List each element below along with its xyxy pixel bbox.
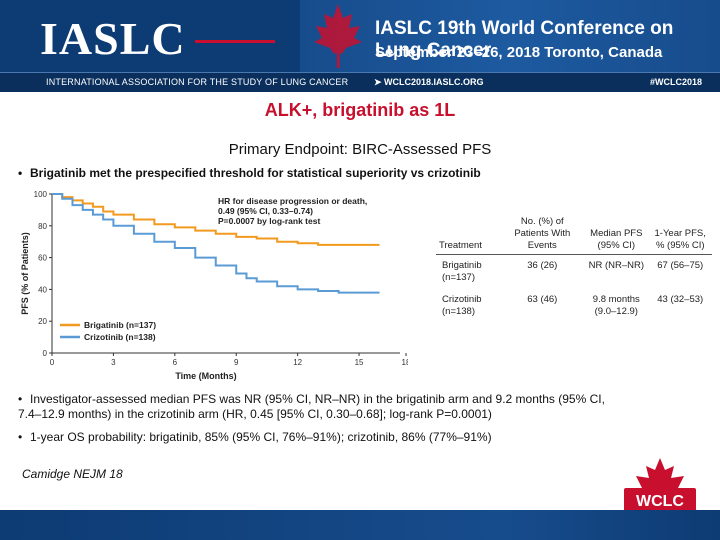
x-tick-label: 12 [293, 358, 302, 367]
pfs-table: Treatment No. (%) of Patients With Event… [436, 214, 712, 323]
maple-leaf-icon [314, 4, 362, 68]
table-row: Crizotinib (n=138) 63 (46) 9.8 months (9… [436, 289, 712, 323]
cell-treatment: Brigatinib (n=137) [442, 260, 482, 283]
y-axis-label: PFS (% of Patients) [20, 232, 30, 315]
legend-label: Brigatinib (n=137) [84, 320, 156, 330]
x-axis-label: Time (Months) [175, 371, 236, 381]
org-full-name: INTERNATIONAL ASSOCIATION FOR THE STUDY … [46, 77, 349, 87]
km-chart: 0 20 40 60 80 100 0 3 6 9 12 15 18 Time (Months) PFS (… [20, 190, 408, 381]
col-header-one-year: 1-Year PFS, % (95% CI) [648, 214, 712, 255]
cell-median: 9.8 months (9.0–12.9) [592, 294, 640, 317]
cell-one-year: 67 (56–75) [657, 260, 704, 271]
bullet-text: Investigator-assessed median PFS was NR … [18, 392, 605, 421]
y-tick-label: 80 [38, 222, 47, 231]
slide-subtitle: Primary Endpoint: BIRC-Assessed PFS [228, 141, 492, 158]
legend-label: Crizotinib (n=138) [84, 332, 156, 342]
y-tick-label: 60 [38, 254, 47, 263]
y-tick-label: 20 [38, 317, 47, 326]
x-tick-label: 6 [173, 358, 178, 367]
x-tick-label: 15 [355, 358, 364, 367]
bullet-dot: • [18, 430, 23, 444]
table-row: Brigatinib (n=137) 36 (26) NR (NR–NR) 67… [436, 255, 712, 290]
bullet-dot: • [18, 166, 23, 180]
x-tick-label: 18 [402, 358, 408, 367]
bullet-superiority: • Brigatinib met the prespecified thresho… [18, 166, 481, 180]
table-header-row: Treatment No. (%) of Patients With Event… [436, 214, 712, 255]
slide-title: ALK+, brigatinib as 1L [264, 100, 456, 120]
banner-right [300, 0, 720, 72]
col-header-events: No. (%) of Patients With Events [500, 214, 585, 255]
header-strip: INTERNATIONAL ASSOCIATION FOR THE STUDY … [0, 72, 720, 92]
hr-annotation-line: HR for disease progression or death, [218, 196, 367, 206]
cell-events: 36 (26) [527, 260, 558, 271]
logo-accent-line [195, 40, 275, 43]
hr-annotation-line: 0.49 (95% CI, 0.33–0.74) [218, 206, 313, 216]
x-tick-label: 0 [50, 358, 55, 367]
iaslc-logo: IASLC [40, 13, 186, 64]
bullet-os: • 1-year OS probability: brigatinib, 85% … [18, 430, 492, 444]
header-banner: IASLC IASLC 19th World Conference on Lun… [0, 0, 720, 92]
cell-treatment: Crizotinib (n=138) [442, 294, 482, 317]
y-tick-label: 40 [38, 285, 47, 294]
bullet-dot: • [18, 392, 23, 406]
cell-events: 63 (46) [527, 294, 558, 305]
hr-annotation-line: P=0.0007 by log-rank test [218, 216, 320, 226]
banner-left [0, 0, 300, 72]
footer-bar [0, 510, 720, 540]
bullet-text: Brigatinib met the prespecified threshol… [30, 166, 481, 180]
bullet-text: 1-year OS probability: brigatinib, 85% (… [30, 430, 492, 444]
wclc-logo-line1: WCLC [636, 493, 684, 510]
cell-one-year: 43 (32–53) [657, 294, 704, 305]
x-tick-label: 3 [111, 358, 116, 367]
hashtag: #WCLC2018 [650, 77, 703, 87]
km-curve-0 [52, 193, 380, 246]
y-tick-label: 100 [34, 190, 48, 199]
citation: Camidge NEJM 18 [22, 467, 123, 481]
col-header-median: Median PFS (95% CI) [584, 214, 649, 255]
conference-title: IASLC 19th World Conference on Lung Canc… [375, 18, 674, 61]
conference-dates: September 23–26, 2018 Toronto, Canada [375, 44, 663, 61]
x-tick-label: 9 [234, 358, 239, 367]
km-curve-1 [52, 193, 380, 294]
website-link[interactable]: ➤ WCLC2018.IASLC.ORG [374, 77, 484, 87]
col-header-treatment: Treatment [436, 214, 501, 255]
cell-median: NR (NR–NR) [588, 260, 644, 271]
y-tick-label: 0 [43, 349, 48, 358]
bullet-investigator-pfs: • Investigator-assessed median PFS was NR… [18, 392, 618, 422]
